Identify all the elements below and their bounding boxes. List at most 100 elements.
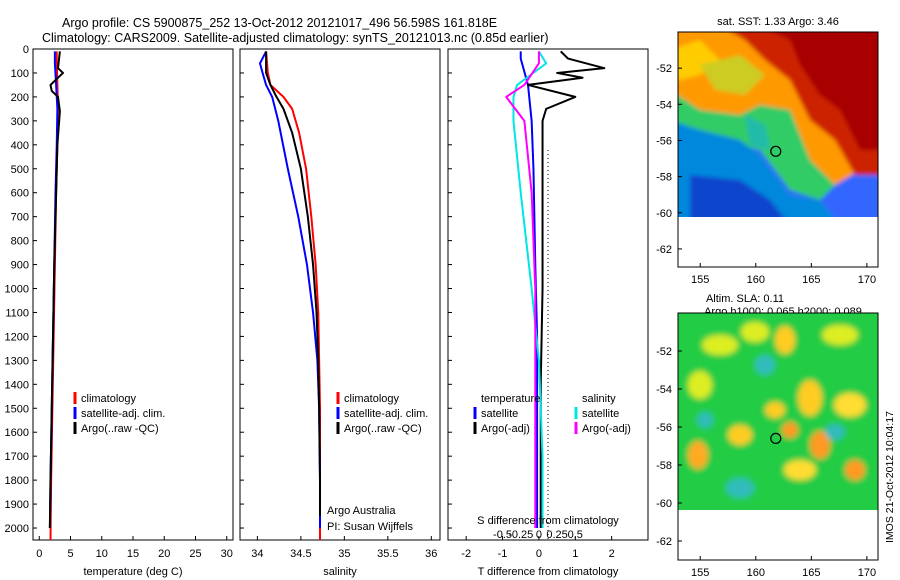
sst-map-title: sat. SST: 1.33 Argo: 3.46: [717, 16, 839, 28]
x-tick-label: 36: [425, 548, 437, 560]
x-tick-label: 2: [609, 548, 615, 560]
map-x-tick-label: 165: [802, 567, 820, 579]
difference-legend: temperature salinity satellite Argo(-adj…: [473, 393, 631, 435]
legend-label-sal-argo: Argo(-adj): [582, 423, 631, 435]
x-tick-label: 5: [67, 548, 73, 560]
x-tick-label: 15: [127, 548, 139, 560]
series-line-argo-raw-qc: [48, 51, 64, 529]
temperature-series: [48, 51, 64, 540]
x-tick-label: 0: [36, 548, 42, 560]
y-tick-label: 700: [11, 212, 29, 224]
temperature-legend: climatology satellite-adj. clim. Argo(..…: [73, 392, 165, 435]
legend-label-climatology: climatology: [344, 393, 400, 405]
y-tick-label: 1100: [5, 307, 29, 319]
header-line-2: Climatology: CARS2009. Satellite-adjuste…: [42, 31, 549, 45]
argo-location-marker: [770, 432, 782, 444]
map-x-tick-label: 155: [691, 274, 709, 286]
y-tick-label: 600: [11, 188, 29, 200]
sst-map-axes: 155 160 165 170 -52 -54 -56 -58 -60 -62: [656, 63, 876, 286]
s-difference-xlabel: S difference from climatology: [477, 515, 619, 527]
map-x-tick-label: 155: [691, 567, 709, 579]
x-tick-label: 25: [189, 548, 201, 560]
t-difference-xlabel: T difference from climatology: [478, 566, 619, 578]
x-tick-label: 1: [572, 548, 578, 560]
y-tick-label: 1200: [5, 331, 29, 343]
map-y-tick-label: -62: [656, 244, 672, 256]
map-y-tick-label: -58: [656, 460, 672, 472]
annotation-pi: PI: Susan Wijffels: [327, 521, 413, 533]
difference-series: [505, 50, 606, 529]
depth-axis: 0 100 200 300 400 500 600 700 800 900 1000 1100 1200…: [5, 44, 452, 535]
x-tick-label: 20: [158, 548, 170, 560]
x2-tick-label: -0.5: [493, 529, 512, 541]
temperature-x-axis: 0 5 10 15 20 25 30: [36, 536, 233, 560]
series-line-salinity-argo-adj: [505, 51, 540, 529]
salinity-xlabel: salinity: [323, 566, 357, 578]
legend-label-climatology: climatology: [81, 393, 137, 405]
map-y-tick-label: -54: [656, 384, 672, 396]
series-line-argo-raw-qc: [265, 51, 321, 517]
header-line-1: Argo profile: CS 5900875_252 13-Oct-2012…: [62, 16, 497, 30]
legend-label-argo: Argo(..raw -QC): [81, 423, 159, 435]
legend-header-salinity: salinity: [582, 393, 616, 405]
map-x-tick-label: 170: [858, 274, 876, 286]
x-tick-label: -2: [461, 548, 471, 560]
y-tick-label: 200: [11, 92, 29, 104]
x-tick-label: 10: [96, 548, 108, 560]
y-tick-label: 0: [23, 44, 29, 56]
map-y-tick-label: -56: [656, 422, 672, 434]
x-tick-label: 30: [221, 548, 233, 560]
y-tick-label: 1300: [5, 355, 29, 367]
x2-tick-label: 0.25: [546, 529, 567, 541]
x-tick-label: 0: [536, 548, 542, 560]
map-y-tick-label: -58: [656, 172, 672, 184]
y-tick-label: 1900: [5, 499, 29, 511]
series-line-temperature-argo-adj: [527, 50, 606, 529]
salinity-legend: climatology satellite-adj. clim. Argo(..…: [336, 392, 428, 435]
y-tick-label: 300: [11, 116, 29, 128]
map-y-tick-label: -60: [656, 208, 672, 220]
map-y-tick-label: -60: [656, 498, 672, 510]
x2-tick-label: 0.5: [568, 529, 583, 541]
salinity-series: [259, 50, 321, 540]
y-tick-label: 100: [11, 68, 29, 80]
x-tick-label: 34: [251, 548, 263, 560]
map-x-tick-label: 170: [858, 567, 876, 579]
x-tick-label: -1: [498, 548, 508, 560]
difference-panel-frame: [447, 48, 649, 541]
salinity-x-axis: 34 34.5 35 35.5 36: [251, 536, 437, 560]
map-x-tick-label: 160: [747, 567, 765, 579]
map-y-tick-label: -52: [656, 63, 672, 75]
legend-header-temperature: temperature: [481, 393, 540, 405]
y-tick-label: 1400: [5, 379, 29, 391]
x2-tick-label: 0: [536, 529, 542, 541]
series-line-temperature-satellite: [519, 51, 539, 529]
legend-label-temp-argo: Argo(-adj): [481, 423, 530, 435]
legend-label-argo: Argo(..raw -QC): [344, 423, 422, 435]
y-tick-label: 500: [11, 164, 29, 176]
y-tick-label: 1600: [5, 427, 29, 439]
y-tick-label: 1700: [5, 451, 29, 463]
sst-heatmap: [678, 32, 878, 217]
map-x-tick-label: 160: [747, 274, 765, 286]
temperature-xlabel: temperature (deg C): [83, 566, 182, 578]
y-tick-label: 400: [11, 140, 29, 152]
legend-label-satellite: satellite-adj. clim.: [81, 408, 165, 420]
s-difference-x-axis: -0.5-0.25 0 0.25 0.5: [493, 529, 583, 541]
y-tick-label: 1500: [5, 403, 29, 415]
salinity-panel-frame: [239, 48, 441, 541]
sla-map-axes: 155 160 165 170 -52 -54 -56 -58 -60 -62: [656, 346, 876, 579]
map-y-tick-label: -52: [656, 346, 672, 358]
y-tick-label: 900: [11, 260, 29, 272]
t-difference-x-axis: -2 -1 0 1 2: [461, 536, 615, 560]
x-tick-label: 35.5: [377, 548, 398, 560]
legend-label-sal-satellite: satellite: [582, 408, 619, 420]
annotation-argo-australia: Argo Australia: [327, 505, 396, 517]
map-x-tick-label: 165: [802, 274, 820, 286]
x-tick-label: 34.5: [290, 548, 311, 560]
y-tick-label: 1000: [5, 284, 29, 296]
argo-location-marker: [770, 145, 782, 157]
imos-timestamp: IMOS 21-Oct-2012 10:04:17: [884, 411, 896, 543]
sla-map-frame: [677, 312, 879, 561]
